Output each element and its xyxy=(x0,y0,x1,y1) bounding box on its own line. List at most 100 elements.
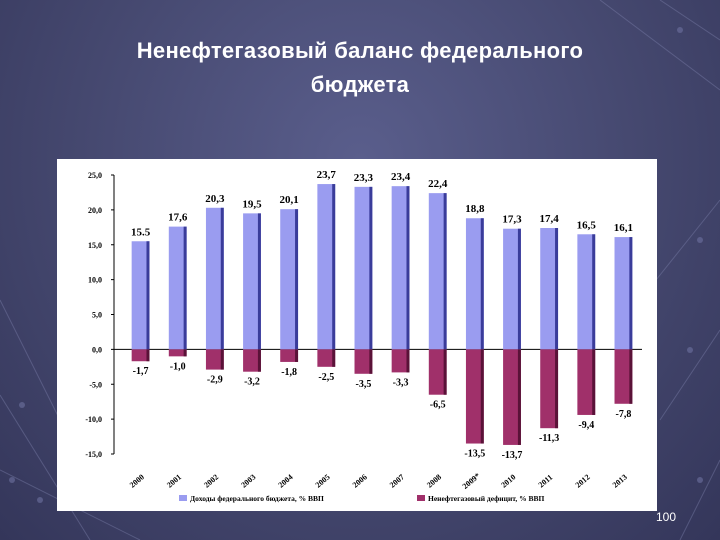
deficit-bar xyxy=(503,349,521,445)
y-tick-label: 10,0 xyxy=(88,276,102,285)
x-category-label: 2008 xyxy=(425,472,443,489)
deficit-value-label: -3,2 xyxy=(244,377,260,388)
deficit-value-label: -3,5 xyxy=(356,379,372,390)
x-category-label: 2003 xyxy=(239,472,257,489)
income-bar xyxy=(317,184,336,350)
deficit-value-label: -9,4 xyxy=(578,420,594,431)
x-category-label: 2001 xyxy=(165,472,183,489)
income-bar-side xyxy=(220,207,224,350)
legend-swatch-income xyxy=(179,495,187,501)
income-bar xyxy=(354,186,373,350)
x-category-label: 2012 xyxy=(574,472,592,489)
income-value-label: 16,1 xyxy=(614,222,633,234)
y-tick-label: 15,0 xyxy=(88,241,102,250)
income-bar xyxy=(540,228,559,350)
deficit-bar-side xyxy=(183,349,187,357)
income-value-label: 17,4 xyxy=(540,213,560,225)
chart-panel: 25,0 20,0 15,0 10,0 5,0 0,0 -5,0 -10,0 -15,0 15.5… xyxy=(57,159,657,511)
income-bar-side xyxy=(295,209,299,350)
deficit-bar xyxy=(205,349,224,370)
y-tick-label: -5,0 xyxy=(89,380,102,389)
income-bar xyxy=(428,193,447,350)
deficit-bar-side xyxy=(295,349,299,362)
deficit-bar xyxy=(354,349,373,374)
slide-title-line-2: бюджета xyxy=(310,72,410,97)
income-value-label: 22,4 xyxy=(428,178,448,190)
income-bar xyxy=(131,241,150,350)
income-bar xyxy=(243,213,261,350)
deficit-bar xyxy=(131,349,150,362)
budget-chart: 25,0 20,0 15,0 10,0 5,0 0,0 -5,0 -10,0 -15,0 15.5… xyxy=(85,169,642,503)
income-bar-side xyxy=(183,226,187,350)
x-category-label: 2000 xyxy=(128,472,146,489)
deficit-bar-side xyxy=(592,349,596,415)
income-bar-side xyxy=(406,186,410,350)
deficit-bar-side xyxy=(332,349,336,367)
legend-swatch-deficit xyxy=(417,495,425,501)
deficit-value-label: -3,3 xyxy=(393,377,409,388)
income-bar xyxy=(577,234,596,350)
income-value-label: 16,5 xyxy=(577,219,597,231)
deficit-bar-side xyxy=(555,349,559,429)
deficit-value-label: -13,5 xyxy=(464,449,485,460)
deficit-value-label: -1,0 xyxy=(170,361,186,372)
x-category-label: 2002 xyxy=(202,472,220,489)
deficit-value-label: -2,5 xyxy=(318,372,334,383)
deficit-bar-side xyxy=(517,349,521,445)
legend-label-deficit: Ненефтегазовый дефицит, % ВВП xyxy=(428,494,545,503)
income-value-label: 18,8 xyxy=(465,203,485,215)
deficit-bar-side xyxy=(220,349,224,370)
deficit-bar xyxy=(614,349,633,404)
y-tick-label: -15,0 xyxy=(85,450,102,459)
x-category-label: 2010 xyxy=(499,472,517,489)
deficit-value-label: -13,7 xyxy=(502,450,523,461)
x-category-label: 2004 xyxy=(277,472,295,489)
income-bar-side xyxy=(369,186,373,350)
income-bar-side xyxy=(443,193,447,350)
deficit-value-label: -11,3 xyxy=(539,433,559,444)
deficit-value-label: -1,7 xyxy=(133,366,149,377)
income-value-label: 19,5 xyxy=(242,198,262,210)
x-category-label: 2009* xyxy=(461,471,482,491)
income-bar xyxy=(391,186,410,350)
deficit-bar-side xyxy=(257,349,261,372)
income-bar xyxy=(503,228,521,350)
deficit-bar xyxy=(391,349,410,373)
income-bar-side xyxy=(480,218,484,350)
income-value-label: 23,7 xyxy=(317,169,337,181)
y-tick-label: 5,0 xyxy=(92,311,102,320)
slide-title-line-1: Ненефтегазовый баланс федерального xyxy=(136,38,584,63)
y-tick-label: 25,0 xyxy=(88,171,102,180)
income-value-label: 17,3 xyxy=(502,214,522,226)
deficit-value-label: -6,5 xyxy=(430,400,446,411)
deficit-value-label: -1,8 xyxy=(281,367,297,378)
x-category-label: 2006 xyxy=(351,472,369,489)
deficit-bar-side xyxy=(443,349,447,395)
deficit-value-label: -2,9 xyxy=(207,375,223,386)
x-category-label: 2005 xyxy=(314,472,332,489)
deficit-bar-side xyxy=(406,349,410,373)
deficit-bar-side xyxy=(369,349,373,374)
deficit-bar xyxy=(465,349,484,444)
income-value-label: 15.5 xyxy=(131,226,151,238)
x-category-label: 2013 xyxy=(611,472,629,489)
deficit-bar xyxy=(317,349,336,367)
deficit-bar-side xyxy=(629,349,633,404)
income-bar-side xyxy=(257,213,261,350)
y-tick-label: -10,0 xyxy=(85,415,102,424)
x-category-label: 2011 xyxy=(537,473,555,490)
income-value-label: 20,1 xyxy=(280,194,299,206)
income-bar xyxy=(614,237,633,350)
income-bar xyxy=(465,218,484,350)
deficit-value-label: -7,8 xyxy=(616,409,632,420)
deficit-bar xyxy=(540,349,559,429)
y-tick-label: 20,0 xyxy=(88,206,102,215)
income-bar xyxy=(168,226,187,350)
income-value-label: 23,3 xyxy=(354,172,374,184)
deficit-bar xyxy=(428,349,447,395)
income-bar xyxy=(205,207,224,350)
income-bar-side xyxy=(592,234,596,350)
deficit-bar xyxy=(280,349,299,362)
income-bar xyxy=(280,209,299,350)
